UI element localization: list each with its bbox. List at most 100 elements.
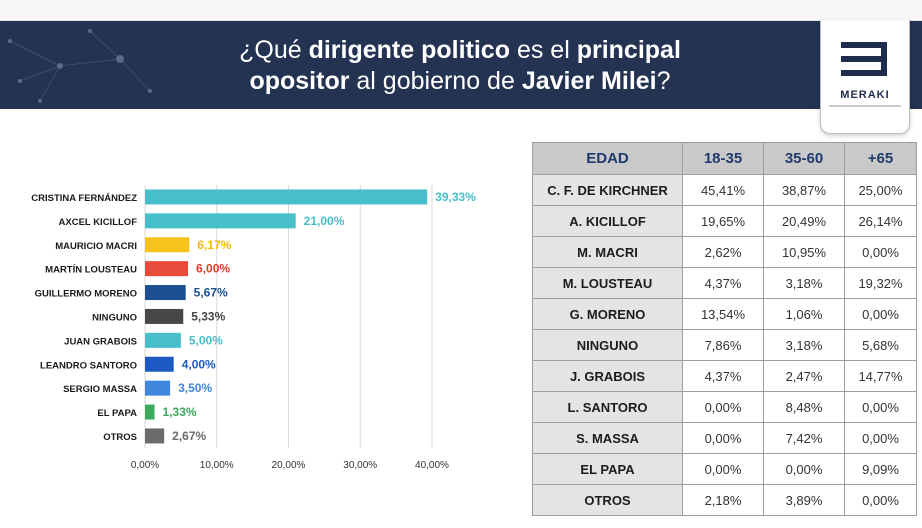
category-label: AXCEL KICILLOF (59, 217, 138, 228)
row-value: 2,18% (682, 484, 764, 516)
category-label: OTROS (103, 432, 137, 443)
header-18-35: 18-35 (682, 142, 764, 175)
header-65: +65 (844, 142, 917, 175)
table-row: S. MASSA 0,00% 7,42% 0,00% (532, 422, 917, 454)
x-tick-label: 30,00% (343, 460, 377, 471)
row-value: 0,00% (682, 453, 764, 485)
row-value: 4,37% (682, 360, 764, 392)
table-row: NINGUNO 7,86% 3,18% 5,68% (532, 329, 917, 361)
row-value: 10,95% (763, 236, 845, 268)
row-name: J. GRABOIS (532, 360, 683, 392)
row-value: 20,49% (763, 205, 845, 237)
row-name: L. SANTORO (532, 391, 683, 423)
network-decoration (8, 29, 152, 103)
category-label: GUILLERMO MORENO (35, 289, 137, 300)
value-label: 6,17% (197, 238, 231, 252)
table-row: OTROS 2,18% 3,89% 0,00% (532, 484, 917, 516)
category-label: LEANDRO SANTORO (40, 360, 137, 371)
value-label: 21,00% (304, 214, 345, 228)
row-name: A. KICILLOF (532, 205, 683, 237)
row-value: 4,37% (682, 267, 764, 299)
bar (145, 285, 186, 301)
x-tick-label: 20,00% (272, 460, 306, 471)
category-label: MAURICIO MACRI (55, 241, 137, 252)
row-value: 2,62% (682, 236, 764, 268)
value-label: 39,33% (435, 190, 476, 204)
row-value: 25,00% (844, 174, 917, 206)
row-value: 3,18% (763, 329, 845, 361)
row-value: 0,00% (844, 484, 917, 516)
category-label: SERGIO MASSA (63, 384, 137, 395)
x-tick-label: 0,00% (131, 460, 159, 471)
bar (145, 380, 171, 396)
bar (145, 237, 190, 253)
row-name: C. F. DE KIRCHNER (532, 174, 683, 206)
bar (145, 404, 155, 420)
bar (145, 189, 428, 205)
table-row: EL PAPA 0,00% 0,00% 9,09% (532, 453, 917, 485)
row-value: 2,47% (763, 360, 845, 392)
row-value: 0,00% (844, 422, 917, 454)
bar (145, 428, 165, 444)
header-35-60: 35-60 (763, 142, 845, 175)
header-edad: EDAD (532, 142, 683, 175)
category-label: EL PAPA (97, 408, 137, 419)
row-value: 13,54% (682, 298, 764, 330)
value-label: 1,33% (163, 405, 197, 419)
value-label: 2,67% (172, 429, 206, 443)
row-name: S. MASSA (532, 422, 683, 454)
row-name: OTROS (532, 484, 683, 516)
page-title: ¿Qué dirigente politico es el principal … (239, 36, 681, 95)
value-label: 5,33% (191, 309, 225, 323)
row-name: NINGUNO (532, 329, 683, 361)
x-tick-label: 10,00% (200, 460, 234, 471)
row-value: 0,00% (682, 422, 764, 454)
bar-chart-svg: 0,00% 10,00% 20,00% 30,00% 40,00% CRISTINA FE… (31, 185, 476, 471)
row-value: 0,00% (682, 391, 764, 423)
row-value: 19,32% (844, 267, 917, 299)
top-strip (0, 0, 922, 21)
row-value: 7,86% (682, 329, 764, 361)
row-value: 26,14% (844, 205, 917, 237)
category-label: NINGUNO (92, 312, 137, 323)
value-label: 6,00% (196, 262, 230, 276)
row-value: 0,00% (844, 236, 917, 268)
row-value: 0,00% (844, 391, 917, 423)
table-row: M. MACRI 2,62% 10,95% 0,00% (532, 236, 917, 268)
row-value: 38,87% (763, 174, 845, 206)
header-banner: ¿Qué dirigente politico es el principal … (0, 21, 922, 109)
bar (145, 332, 181, 348)
value-label: 5,00% (189, 333, 223, 347)
row-value: 8,48% (763, 391, 845, 423)
row-value: 3,89% (763, 484, 845, 516)
value-label: 3,50% (178, 381, 212, 395)
logo-mark-icon (841, 42, 887, 76)
row-value: 45,41% (682, 174, 764, 206)
row-name: G. MORENO (532, 298, 683, 330)
row-value: 1,06% (763, 298, 845, 330)
logo-subtitle-line (829, 105, 901, 107)
row-value: 7,42% (763, 422, 845, 454)
table-row: M. LOUSTEAU 4,37% 3,18% 19,32% (532, 267, 917, 299)
table-header-row: EDAD 18-35 35-60 +65 (532, 142, 917, 175)
row-value: 3,18% (763, 267, 845, 299)
row-name: M. LOUSTEAU (532, 267, 683, 299)
value-label: 5,67% (194, 286, 228, 300)
bar-chart: 0,00% 10,00% 20,00% 30,00% 40,00% CRISTINA FE… (0, 180, 520, 480)
row-value: 0,00% (763, 453, 845, 485)
row-name: M. MACRI (532, 236, 683, 268)
category-label: CRISTINA FERNÁNDEZ (31, 193, 137, 204)
row-value: 5,68% (844, 329, 917, 361)
bar (145, 356, 174, 372)
bar (145, 261, 189, 277)
meraki-logo: MERAKI (820, 20, 910, 134)
table-row: C. F. DE KIRCHNER 45,41% 38,87% 25,00% (532, 174, 917, 206)
category-label: JUAN GRABOIS (64, 336, 137, 347)
table-row: J. GRABOIS 4,37% 2,47% 14,77% (532, 360, 917, 392)
row-name: EL PAPA (532, 453, 683, 485)
row-value: 14,77% (844, 360, 917, 392)
row-value: 19,65% (682, 205, 764, 237)
x-tick-label: 40,00% (415, 460, 449, 471)
value-label: 4,00% (182, 357, 216, 371)
logo-text: MERAKI (840, 89, 890, 101)
